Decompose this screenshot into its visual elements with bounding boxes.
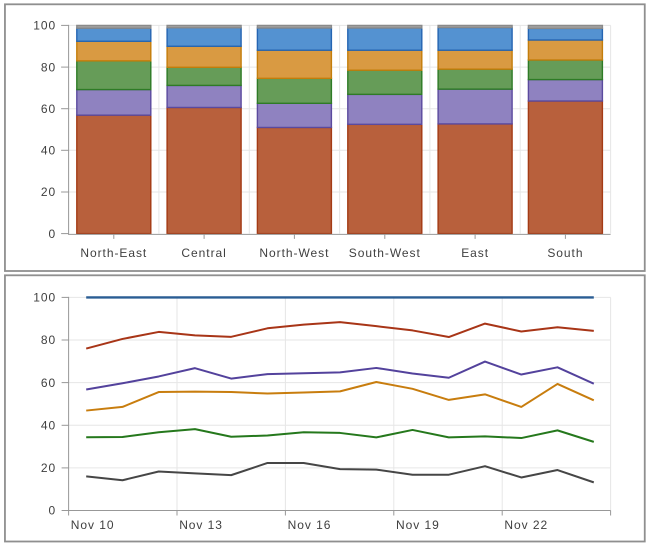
svg-text:North-West: North-West xyxy=(259,246,329,260)
svg-text:100: 100 xyxy=(33,19,56,33)
svg-text:20: 20 xyxy=(41,461,56,475)
svg-text:South: South xyxy=(547,246,583,260)
svg-text:40: 40 xyxy=(41,144,56,158)
svg-text:North-East: North-East xyxy=(80,246,147,260)
svg-text:80: 80 xyxy=(41,333,56,347)
svg-text:Nov 13: Nov 13 xyxy=(179,518,223,532)
svg-text:East: East xyxy=(461,246,489,260)
svg-text:60: 60 xyxy=(41,376,56,390)
svg-text:80: 80 xyxy=(41,60,56,74)
svg-text:0: 0 xyxy=(48,504,56,518)
svg-text:Nov 22: Nov 22 xyxy=(504,518,548,532)
svg-text:100: 100 xyxy=(33,291,56,305)
svg-text:Nov 19: Nov 19 xyxy=(396,518,440,532)
svg-text:Nov 10: Nov 10 xyxy=(71,518,115,532)
svg-text:60: 60 xyxy=(41,102,56,116)
svg-text:20: 20 xyxy=(41,185,56,199)
svg-text:Nov 16: Nov 16 xyxy=(288,518,332,532)
svg-text:South-West: South-West xyxy=(349,246,421,260)
svg-text:Central: Central xyxy=(181,246,226,260)
svg-text:0: 0 xyxy=(48,227,56,241)
svg-text:40: 40 xyxy=(41,419,56,433)
